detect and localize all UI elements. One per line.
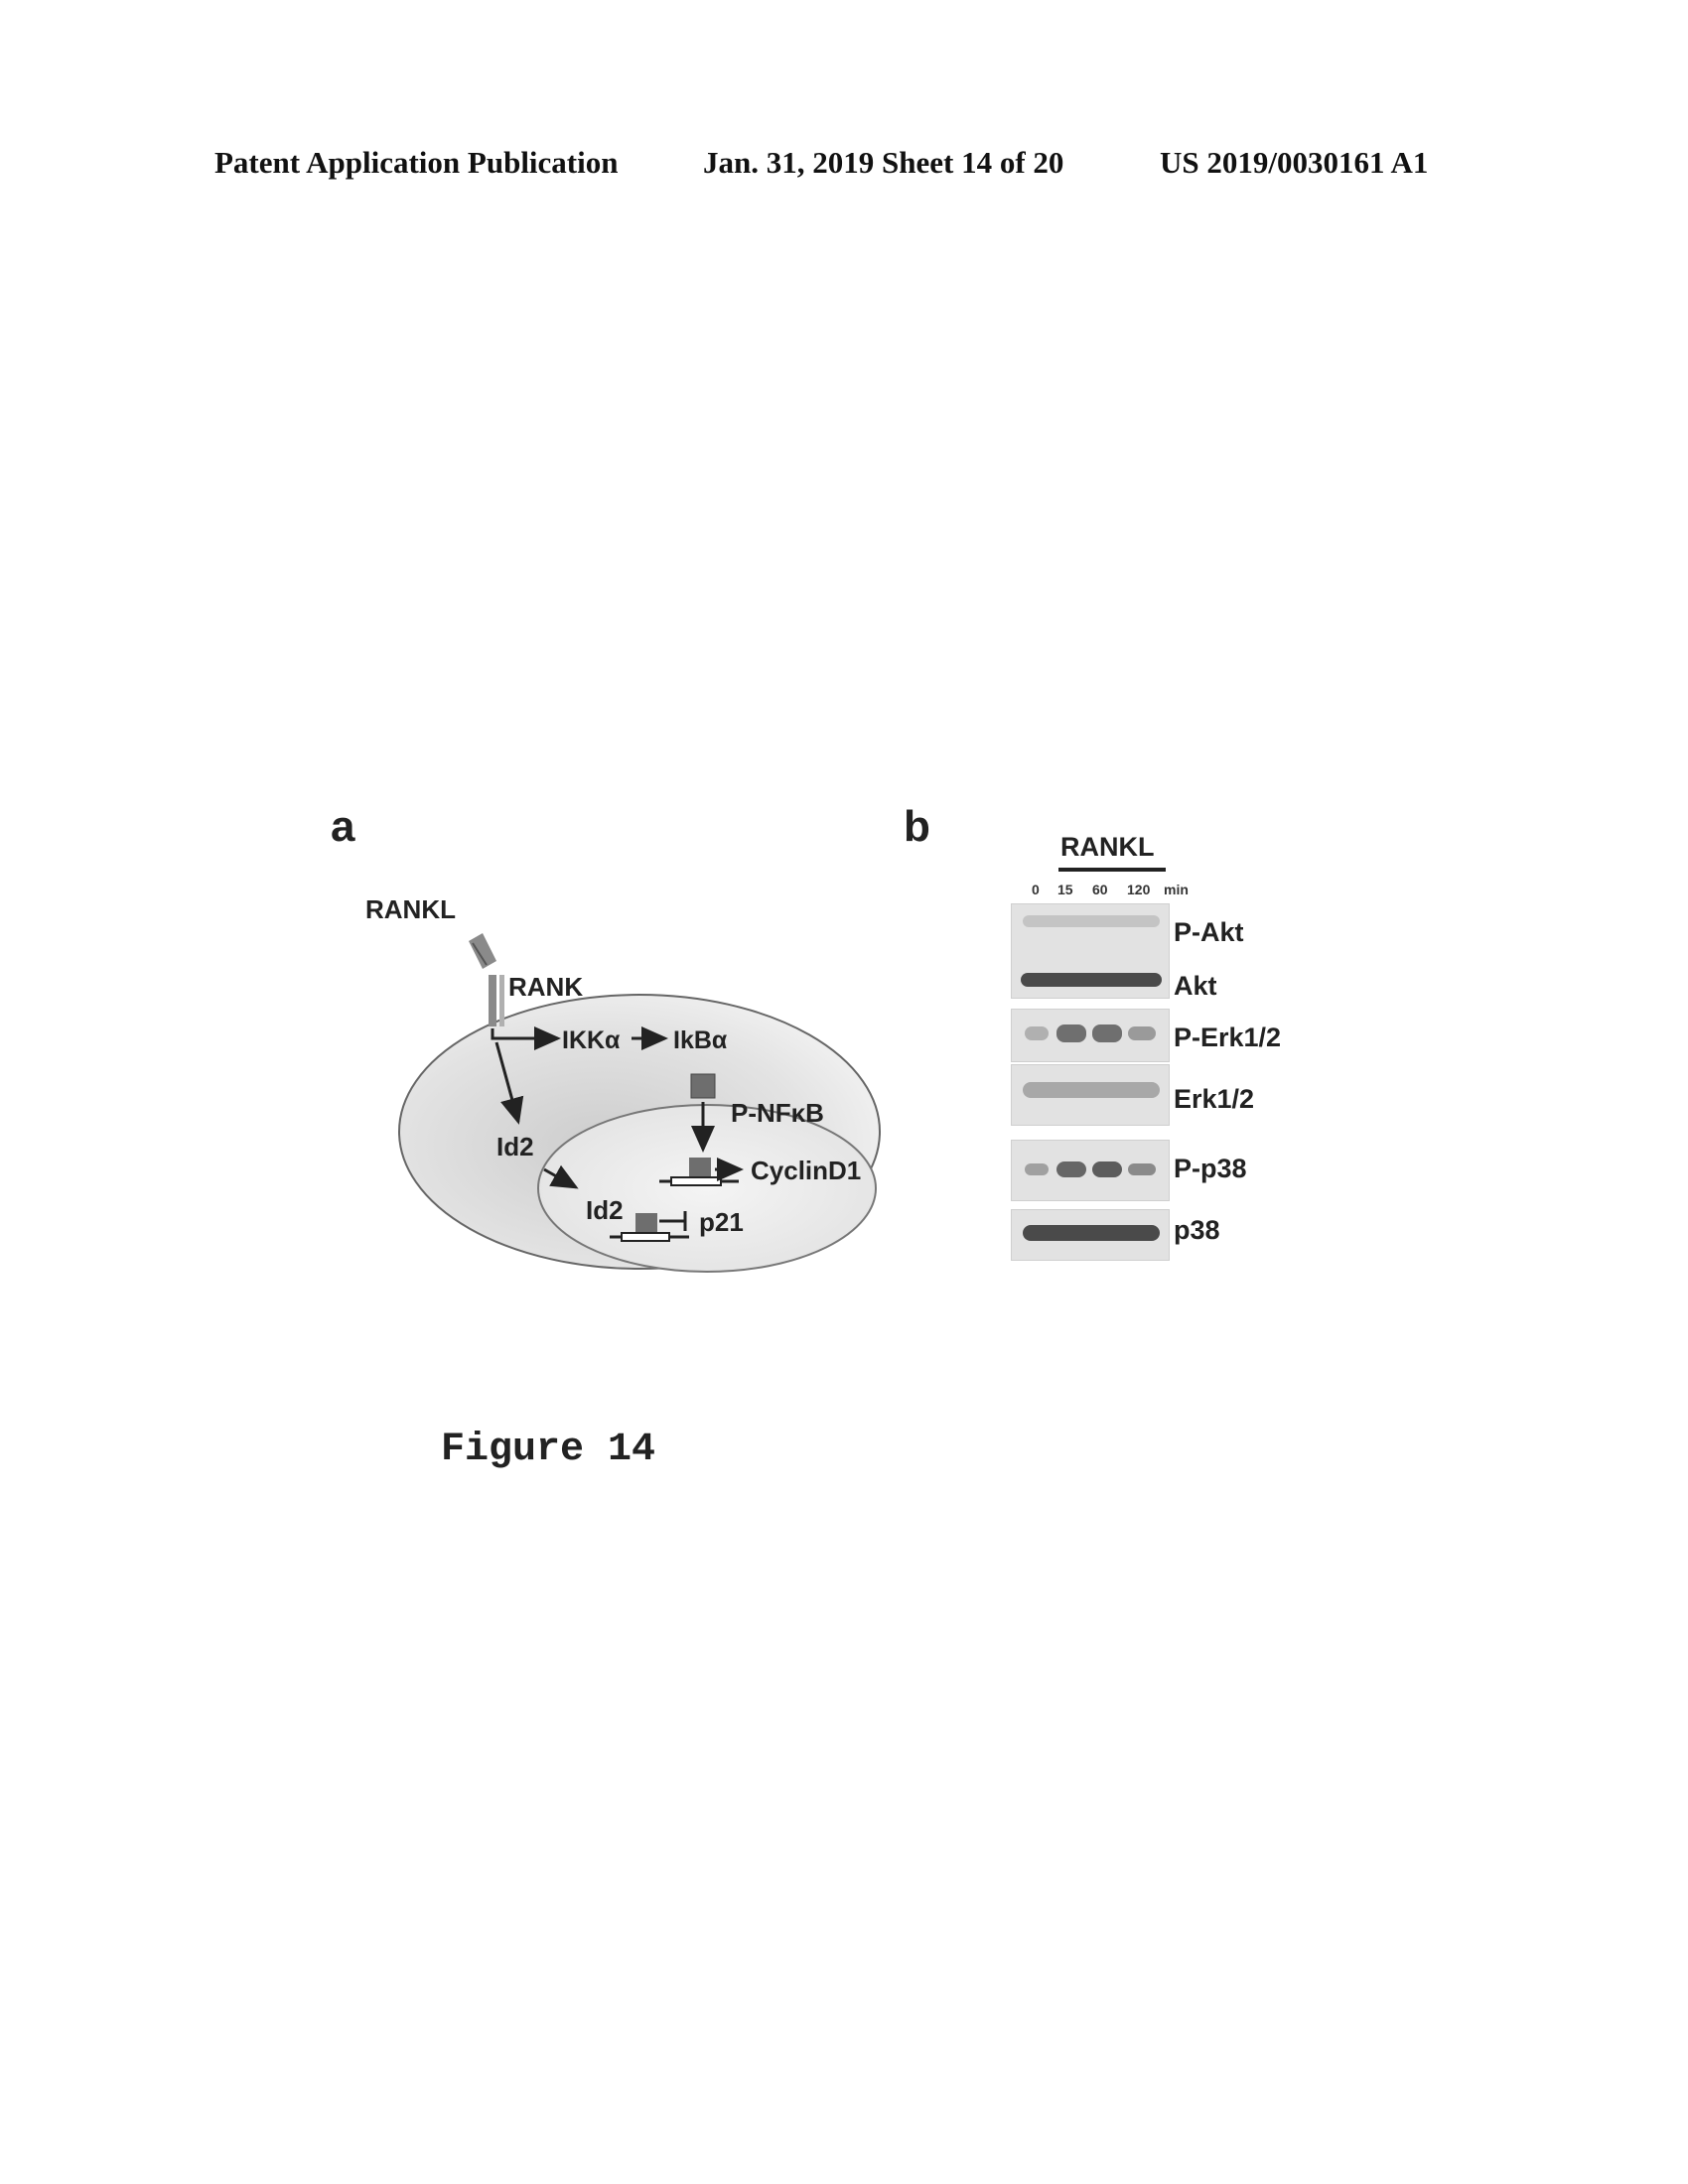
band-p-p38-lane4 [1128, 1163, 1156, 1175]
time-point-0: 0 [1032, 882, 1040, 897]
id2-cytoplasm-label: Id2 [496, 1132, 534, 1161]
time-point-60: 60 [1092, 882, 1108, 897]
blot-label-akt: Akt [1174, 971, 1217, 1002]
p21-label: p21 [699, 1207, 744, 1237]
rank-label: RANK [508, 972, 583, 1002]
band-p-erk-lane4 [1128, 1026, 1156, 1040]
pnfkb-label: P-NFκB [731, 1098, 824, 1128]
band-p-erk-lane3 [1092, 1024, 1122, 1042]
band-p-erk-lane1 [1025, 1026, 1049, 1040]
rankl-label: RANKL [365, 894, 456, 924]
cyclind1-label: CyclinD1 [751, 1156, 861, 1185]
time-point-120: 120 [1127, 882, 1150, 897]
blot-label-erk: Erk1/2 [1174, 1084, 1254, 1115]
blot-label-p-p38: P-p38 [1174, 1154, 1247, 1184]
figure-caption: Figure 14 [441, 1428, 655, 1472]
blot-treatment-label: RANKL [1060, 832, 1155, 863]
time-point-15: 15 [1057, 882, 1073, 897]
blot-label-p-erk: P-Erk1/2 [1174, 1023, 1281, 1053]
blot-label-p-akt: P-Akt [1174, 917, 1244, 948]
treatment-underline [1058, 868, 1166, 872]
blot-label-p38: p38 [1174, 1215, 1220, 1246]
time-unit: min [1164, 882, 1189, 897]
rank-receptor-icon [489, 975, 504, 1026]
band-p-p38-lane3 [1092, 1161, 1122, 1177]
band-p-erk-lane2 [1056, 1024, 1086, 1042]
band-akt [1021, 973, 1162, 987]
band-erk [1023, 1082, 1160, 1098]
nucleus [538, 1105, 876, 1272]
band-p-p38-lane2 [1056, 1161, 1086, 1177]
nfkb-protein-icon [691, 1074, 715, 1098]
band-p-p38-lane1 [1025, 1163, 1049, 1175]
ikba-label: IkBα [673, 1026, 728, 1054]
band-p38 [1023, 1225, 1160, 1241]
rankl-ligand-icon [469, 933, 496, 969]
ikka-label: IKKα [562, 1026, 621, 1054]
id2-nucleus-label: Id2 [586, 1195, 624, 1225]
band-p-akt [1023, 915, 1160, 927]
